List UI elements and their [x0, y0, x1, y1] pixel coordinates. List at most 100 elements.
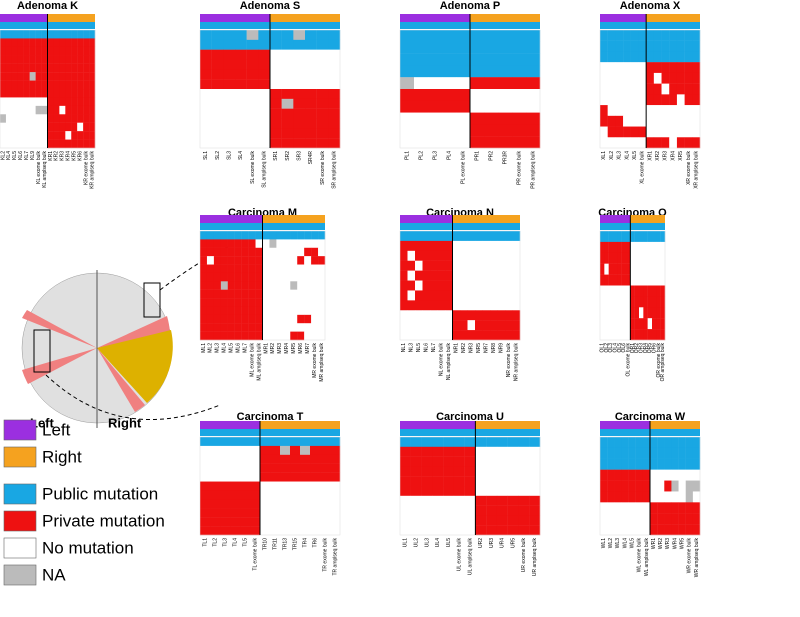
cell: [304, 323, 312, 332]
cell: [518, 486, 530, 496]
cell: [621, 458, 629, 470]
cell: [676, 105, 685, 117]
column-label: KR2: [54, 151, 60, 161]
column-label: UL3: [424, 538, 430, 547]
cell: [652, 296, 657, 308]
cell: [643, 263, 648, 275]
cell: [330, 499, 341, 509]
cell: [456, 112, 471, 125]
cell: [53, 122, 60, 132]
cell: [635, 458, 644, 470]
cell: [650, 437, 658, 449]
cell: [41, 122, 48, 132]
cell: [276, 331, 284, 341]
cell: [35, 114, 42, 123]
cell: [613, 252, 618, 264]
cell: [512, 330, 521, 341]
cell: [200, 445, 211, 456]
cell: [234, 247, 242, 257]
cell: [490, 270, 498, 281]
cell: [65, 55, 72, 64]
cell: [443, 495, 455, 506]
cell: [318, 256, 326, 265]
column-label: SL amplseq bulk: [261, 151, 267, 188]
cell: [490, 310, 498, 321]
cell: [305, 49, 317, 60]
cell: [652, 307, 657, 319]
cell: [600, 105, 608, 117]
cell: [661, 62, 670, 74]
cell: [421, 495, 433, 506]
cell: [621, 307, 627, 319]
legend-swatch: [3, 510, 37, 532]
cell: [47, 30, 54, 39]
cell: [89, 131, 96, 140]
cell: [290, 499, 301, 509]
cell: [318, 298, 326, 307]
cell: [220, 472, 231, 482]
cell: [475, 466, 487, 477]
cell: [248, 272, 256, 282]
cell: [442, 41, 457, 54]
column-label: KL5: [12, 151, 18, 160]
column-label: SL4: [238, 151, 244, 160]
cell: [482, 250, 491, 261]
cell: [600, 307, 605, 319]
cell: [421, 505, 433, 516]
cell: [35, 72, 42, 81]
cell: [657, 502, 665, 514]
cell: [445, 280, 453, 291]
cell: [613, 329, 618, 341]
column-label: ML1: [201, 343, 207, 353]
cell: [11, 38, 19, 48]
cell: [432, 456, 444, 467]
cell: [445, 231, 453, 242]
cell: [428, 53, 443, 66]
cell: [685, 513, 694, 525]
wedge: [22, 310, 97, 348]
cell: [653, 51, 662, 63]
cell: [311, 231, 319, 240]
cell: [241, 323, 249, 332]
cell: [608, 252, 614, 264]
cell: [647, 241, 653, 253]
cell: [607, 30, 616, 41]
cell: [653, 105, 662, 117]
cell: [498, 136, 513, 149]
cell: [213, 272, 222, 282]
cell: [642, 524, 651, 536]
cell: [518, 525, 530, 536]
cell: [293, 79, 306, 90]
cell: [486, 446, 498, 457]
cell: [407, 320, 416, 331]
cell: [650, 502, 658, 514]
cell: [430, 280, 438, 291]
cell: [210, 437, 221, 447]
cell: [248, 256, 256, 265]
cell: [650, 491, 658, 503]
column-label: TL3: [222, 538, 228, 547]
cell: [669, 40, 678, 52]
column-label: TR amplseq bulk: [332, 538, 338, 576]
cell: [280, 508, 291, 518]
column-label: OL5: [617, 343, 623, 353]
cell: [248, 298, 256, 307]
cell: [311, 239, 319, 248]
side-bar: [400, 421, 476, 429]
cell: [646, 62, 655, 74]
column-label: SL2: [215, 151, 221, 160]
cell: [669, 94, 678, 106]
column-label: NR1: [454, 343, 460, 353]
cell: [638, 40, 647, 52]
cell: [639, 231, 644, 243]
cell: [415, 280, 423, 291]
column-label: UL4: [435, 538, 441, 547]
cell: [467, 310, 476, 321]
cell: [482, 280, 491, 291]
cell: [230, 526, 241, 536]
column-label: TR4: [302, 538, 308, 548]
cell: [227, 306, 235, 316]
cell: [475, 486, 487, 496]
cell: [211, 118, 224, 129]
cell: [484, 30, 499, 42]
